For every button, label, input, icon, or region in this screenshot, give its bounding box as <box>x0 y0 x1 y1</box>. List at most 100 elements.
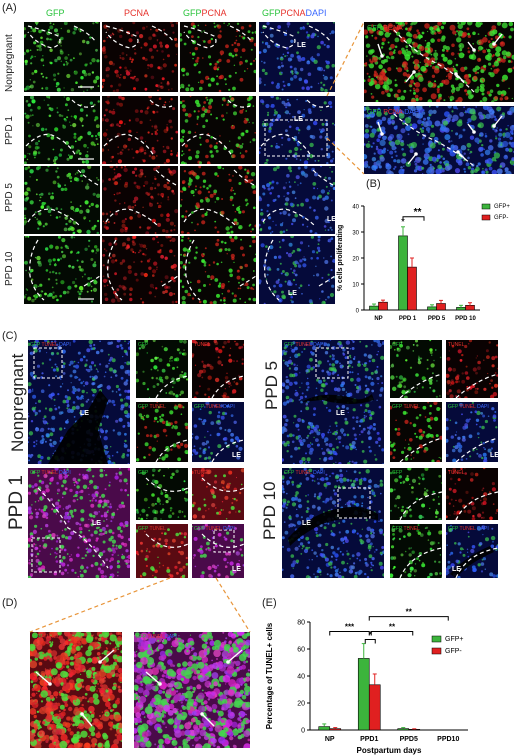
bar <box>408 729 421 731</box>
panel-c-tunel-tag: TUNEL <box>448 470 465 476</box>
panel-c-tunel-tag: TUNEL <box>448 342 465 348</box>
bar <box>397 728 410 731</box>
bar <box>436 303 446 311</box>
panel-c-gfp-tag: GFP <box>392 342 403 348</box>
panel-c-overview-tag: GFP TUNEL DAPI <box>284 470 325 476</box>
panel-c-lumen-label: LE <box>80 410 89 417</box>
micrograph <box>24 22 100 92</box>
panel-c-np-overview <box>28 340 130 464</box>
panel-a-inset-bottom-tag: GFP PCNA DAPI <box>367 109 421 116</box>
y-axis-label: Percentage of TUNEL+ cells <box>265 622 274 729</box>
micrograph <box>446 468 498 520</box>
panel-c-gfp-tag: GFP <box>138 342 149 348</box>
x-tick-label: PPD 1 <box>399 316 417 322</box>
legend-label: GFP+ <box>494 204 510 210</box>
micrograph <box>102 236 178 304</box>
micrograph <box>446 524 498 578</box>
panel-a-tile-r2-c0 <box>24 166 100 234</box>
panel-b-label: (B) <box>366 178 381 190</box>
panel-c-dapi-tag: GFP TUNEL DAPI <box>194 404 235 410</box>
micrograph <box>136 402 188 462</box>
panel-c-ppd1-gfp <box>136 468 188 520</box>
panel-c-row-ppd5: PPD 5 <box>262 360 281 410</box>
bar <box>427 306 437 311</box>
micrograph <box>102 166 178 234</box>
micrograph <box>24 166 100 234</box>
significance-label: ** <box>389 622 396 631</box>
panel-c-ppd10-dapi <box>446 524 498 578</box>
panel-e-chart: 0 20 40 60 80 NP PPD1 PPD5 PPD10 Percentage of TU… <box>265 608 468 755</box>
panel-c-dapi-tag: GFP TUNEL DAPI <box>448 404 489 410</box>
panel-a-tile-r3-c0 <box>24 236 100 304</box>
panel-c-lumen-label: LE <box>490 452 499 459</box>
micrograph <box>24 236 100 304</box>
y-tick-label: 30 <box>352 231 359 237</box>
panel-d-image-left <box>30 632 122 748</box>
micrograph <box>24 96 100 164</box>
panel-c-lumen-label: LE <box>336 410 345 417</box>
panel-a-tile-r2-c1 <box>102 166 178 234</box>
panel-a-col-gfp-pcna-dapi: GFPPCNADAPI <box>262 8 327 18</box>
panel-c-ppd5-tunel <box>446 340 498 398</box>
panel-a-tile-r0-c1 <box>102 22 178 92</box>
micrograph <box>282 468 384 578</box>
panel-a-tile-r0-c2 <box>180 22 256 92</box>
micrograph <box>30 632 122 748</box>
significance-bracket <box>364 639 376 644</box>
x-tick-label: PPD 5 <box>428 316 446 322</box>
bar <box>456 307 466 311</box>
panel-c-ppd10-gfp <box>390 468 442 520</box>
micrograph <box>180 96 256 164</box>
y-tick-label: 0 <box>301 728 305 735</box>
micrograph <box>282 340 384 464</box>
panel-a-tile-r0-c0 <box>24 22 100 92</box>
panel-b-chart: 0 10 20 30 40 NP PPD 1 PPD 5 PPD 10 % cells proli… <box>337 203 510 322</box>
panel-a-tile-r1-c0 <box>24 96 100 164</box>
panel-a-label: (A) <box>2 2 17 14</box>
significance-bracket <box>368 616 449 621</box>
panel-c-overview-tag: GFP TUNEL DAPI <box>284 342 325 348</box>
y-axis-label: % cells proliferating <box>337 225 344 292</box>
panel-a-tile-r3-c2 <box>180 236 256 304</box>
x-axis-label: Postpartum days <box>357 746 422 755</box>
legend-swatch <box>481 203 491 210</box>
x-tick-label: NP <box>374 316 382 322</box>
panel-a-row-ppd10: PPD 10 <box>4 251 15 286</box>
micrograph <box>390 340 442 398</box>
panel-c-ppd1-overview <box>28 468 130 578</box>
micrograph <box>136 468 188 520</box>
micrograph <box>446 340 498 398</box>
panel-a-lumen-label: LE <box>297 42 306 49</box>
x-tick-label: PPD5 <box>400 736 418 743</box>
panel-c-ppd10-tunel <box>446 468 498 520</box>
panel-c-row-ppd1: PPD 1 <box>6 475 27 530</box>
panel-c-merge-tag: GFP TUNEL <box>392 526 420 532</box>
y-tick-label: 20 <box>297 701 305 708</box>
micrograph <box>28 340 130 464</box>
panel-a-inset-bottom <box>364 106 514 174</box>
panel-a-col-pcna: PCNA <box>124 8 150 18</box>
bar <box>369 305 379 311</box>
panel-c-label: (C) <box>2 330 18 342</box>
panel-c-ppd1-tunel <box>192 468 244 520</box>
micrograph <box>259 166 335 234</box>
panel-e-label: (E) <box>262 597 277 609</box>
panel-d-right-tag: GFP TUNEL DAPI <box>136 634 177 640</box>
panel-a-tile-r2-c3 <box>259 166 335 234</box>
bar <box>465 305 475 311</box>
legend-label: GFP- <box>494 215 508 221</box>
panel-c-ppd1-dapi <box>192 524 244 578</box>
micrograph <box>102 22 178 92</box>
panel-c-ppd5-dapi <box>446 402 498 462</box>
panel-a-col-gfp: GFP <box>46 8 65 18</box>
panel-a-tile-r3-c3 <box>259 236 335 304</box>
panel-c-tunel-tag: TUNEL <box>194 470 211 476</box>
legend-swatch <box>481 214 491 221</box>
panel-a-row-nonpregnant: Nonpregnant <box>4 34 15 92</box>
bar <box>357 658 370 731</box>
micrograph <box>364 106 514 174</box>
y-tick-label: 10 <box>352 283 359 289</box>
x-tick-label: PPD1 <box>360 736 378 743</box>
panel-c-merge-tag: GFP TUNEL <box>392 404 420 410</box>
bar <box>407 266 417 311</box>
